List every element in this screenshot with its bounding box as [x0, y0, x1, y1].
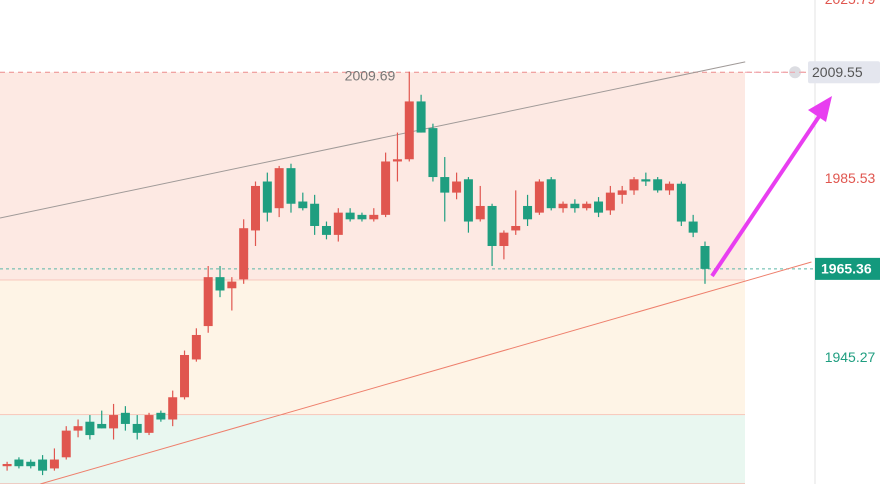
- candle-body: [191, 334, 201, 360]
- candle-body: [416, 101, 426, 133]
- candle-body: [534, 181, 544, 213]
- candle-body: [594, 201, 604, 213]
- candle-body: [617, 190, 627, 195]
- candle-body: [440, 177, 450, 193]
- candle-body: [688, 221, 698, 233]
- zone: [0, 415, 745, 484]
- candle-body: [120, 412, 130, 424]
- candle-body: [463, 179, 473, 222]
- candle-body: [298, 201, 308, 209]
- reference-label: 2009.55: [812, 64, 863, 80]
- candle-body: [629, 179, 639, 191]
- candle-body: [641, 179, 651, 182]
- candle-body: [203, 277, 213, 327]
- candle-body: [511, 225, 521, 231]
- reference-label-bg: [808, 61, 880, 84]
- candle-body: [546, 179, 556, 209]
- candle-body: [227, 281, 237, 289]
- arrow: [710, 96, 832, 278]
- candle-body: [475, 205, 485, 220]
- candle-body: [168, 397, 178, 420]
- candle-body: [85, 421, 95, 436]
- candle-body: [428, 128, 438, 178]
- candle-body: [487, 205, 497, 247]
- high-label: 2009.69: [345, 67, 396, 83]
- candle-body: [582, 203, 592, 209]
- candle-body: [97, 423, 107, 429]
- candle-body: [321, 225, 331, 235]
- candle-body: [700, 246, 710, 269]
- candle-body: [499, 232, 509, 247]
- trendline: [40, 261, 812, 484]
- trendline: [0, 61, 746, 219]
- candle-body: [665, 183, 675, 191]
- candle-body: [61, 430, 71, 458]
- candle-body: [310, 203, 320, 226]
- candle-body: [262, 181, 272, 213]
- candle-body: [156, 412, 166, 420]
- candle-body: [605, 192, 615, 211]
- candle-body: [523, 205, 533, 220]
- plot-area: 2009.69: [0, 61, 815, 484]
- candle-body: [109, 415, 119, 429]
- candle-body: [274, 168, 284, 209]
- candle-body: [251, 185, 261, 231]
- candle-body: [144, 415, 154, 433]
- y-tick-label: 1945.27: [825, 349, 876, 365]
- candle-body: [132, 423, 142, 433]
- candle-body: [381, 161, 391, 215]
- price-axis: 1945.27 1985.53 2025.79 2009.55 1965.36: [789, 0, 880, 365]
- y-tick-label: 2025.79: [825, 0, 876, 7]
- last-price-label: 1965.36: [821, 261, 872, 277]
- candle-body: [404, 101, 414, 160]
- candle-body: [333, 212, 343, 235]
- candle-body: [215, 277, 225, 291]
- candle-body: [38, 459, 48, 471]
- candle-body: [14, 459, 24, 467]
- zone: [0, 280, 745, 416]
- candle-body: [73, 426, 83, 431]
- candle-body: [345, 212, 355, 220]
- candle-body: [570, 203, 580, 209]
- candle-body: [369, 214, 379, 220]
- candle-body: [452, 181, 462, 193]
- candle-body: [2, 463, 12, 467]
- candle-body: [49, 459, 59, 469]
- last-price-bg: [815, 257, 880, 280]
- candle-body: [239, 228, 249, 280]
- candle-body: [26, 461, 36, 467]
- y-tick-label: 1985.53: [825, 170, 876, 186]
- candle-body: [392, 159, 402, 162]
- candle-body: [653, 179, 663, 191]
- candle-body: [286, 168, 296, 204]
- candle-body: [180, 354, 190, 398]
- candle-body: [558, 203, 568, 209]
- candle-body: [676, 183, 686, 222]
- zone: [0, 72, 745, 281]
- candle-body: [357, 214, 367, 220]
